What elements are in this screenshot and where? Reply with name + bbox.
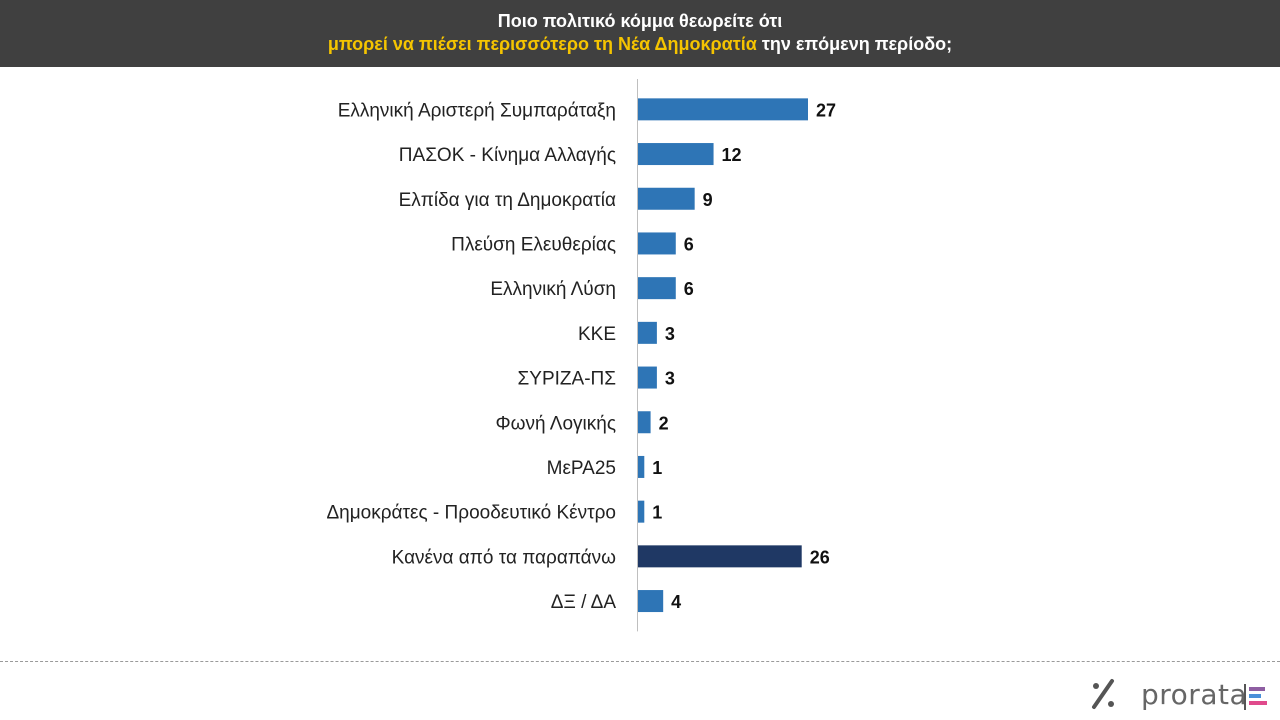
bar xyxy=(638,98,808,121)
bar-chart: Ελληνική Αριστερή Συμπαράταξη 27 ΠΑΣΟΚ - Κ… xyxy=(326,79,836,632)
footer-divider xyxy=(0,661,1280,662)
category-label: ΜεΡΑ25 xyxy=(547,458,616,479)
category-label: Ελπίδα για τη Δημοκρατία xyxy=(399,190,616,211)
category-label: Φωνή Λογικής xyxy=(496,413,617,434)
chart-title-rest: την επόμενη περίοδο; xyxy=(756,34,953,54)
data-label: 6 xyxy=(684,279,694,299)
category-label: ΣΥΡΙΖΑ-ΠΣ xyxy=(518,369,616,390)
bar xyxy=(638,590,664,613)
category-label: ΔΞ / ΔΑ xyxy=(551,592,617,613)
percent-icon xyxy=(1092,679,1114,709)
data-label: 1 xyxy=(652,503,662,523)
data-label: 3 xyxy=(665,324,675,344)
data-label: 6 xyxy=(684,234,694,254)
bar xyxy=(638,232,676,255)
bar xyxy=(638,143,714,166)
data-label: 2 xyxy=(659,413,669,433)
data-label: 3 xyxy=(665,369,675,389)
chart-title-line-2: μπορεί να πιέσει περισσότερο τη Νέα Δημο… xyxy=(0,33,1280,55)
chart-title-line-1: Ποιο πολιτικό κόμμα θεωρείτε ότι xyxy=(497,11,783,31)
category-label: ΠΑΣΟΚ - Κίνημα Αλλαγής xyxy=(399,145,616,166)
bar xyxy=(638,277,676,300)
brand-logo-text: prorata xyxy=(1141,678,1248,711)
data-label: 12 xyxy=(722,145,742,165)
bar xyxy=(638,500,645,523)
bar xyxy=(638,545,802,568)
category-label: ΚΚΕ xyxy=(578,324,616,345)
data-label: 9 xyxy=(703,190,713,210)
category-label: Ελληνική Αριστερή Συμπαράταξη xyxy=(338,100,616,121)
data-label: 27 xyxy=(816,100,836,120)
bar xyxy=(638,187,695,210)
chart-header: Ποιο πολιτικό κόμμα θεωρείτε ότι μπορεί … xyxy=(0,0,1280,67)
bar xyxy=(638,455,645,478)
brand-bars-icon xyxy=(1244,684,1267,710)
category-label: Δημοκράτες - Προοδευτικό Κέντρο xyxy=(326,503,616,524)
data-label: 26 xyxy=(810,547,830,567)
bar xyxy=(638,321,657,344)
category-label: Ελληνική Λύση xyxy=(490,279,616,300)
category-label: Κανένα από τα παραπάνω xyxy=(392,547,617,568)
data-label: 4 xyxy=(671,592,681,612)
chart-title-highlight: μπορεί να πιέσει περισσότερο τη Νέα Δημο… xyxy=(327,34,757,54)
bar xyxy=(638,411,651,434)
category-label: Πλεύση Ελευθερίας xyxy=(451,234,616,255)
data-label: 1 xyxy=(652,458,662,478)
bar xyxy=(638,366,657,389)
